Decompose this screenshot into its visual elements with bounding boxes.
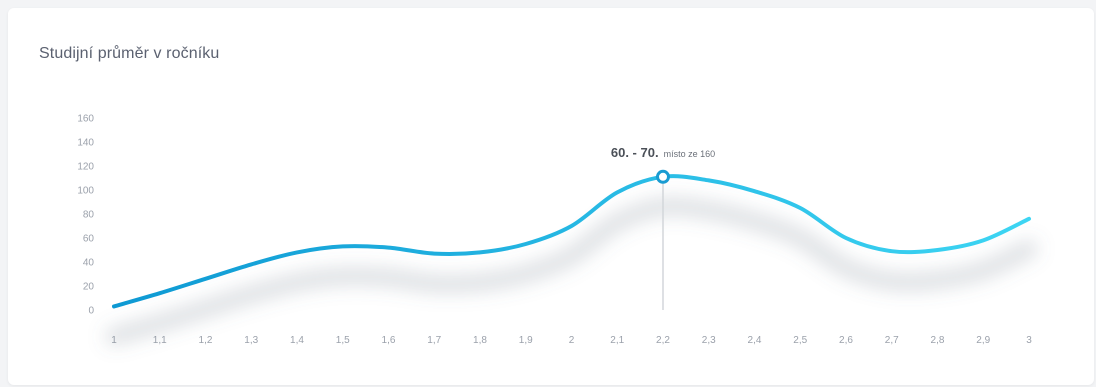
highlight-caption: místo ze 160 — [664, 149, 716, 159]
x-tick-label: 1,6 — [382, 335, 396, 346]
x-tick-label: 1,1 — [153, 335, 167, 346]
chart-title: Studijní průměr v ročníku — [39, 45, 220, 62]
series-line — [112, 174, 1031, 309]
y-tick-label: 100 — [77, 186, 94, 197]
y-tick-label: 20 — [83, 282, 95, 293]
x-tick-label: 1,9 — [519, 335, 533, 346]
x-tick-label: 2,9 — [976, 335, 990, 346]
series-point — [570, 224, 574, 228]
series-point — [844, 236, 848, 240]
series-point — [890, 249, 894, 253]
series-point — [798, 206, 802, 210]
highlight-rank: 60. - 70. — [611, 145, 659, 160]
series-point — [707, 178, 711, 182]
x-tick-label: 1,4 — [290, 335, 304, 346]
x-tick-label: 1,2 — [199, 335, 213, 346]
series-point — [524, 242, 528, 246]
series-point — [981, 238, 985, 242]
x-tick-label: 2,7 — [885, 335, 899, 346]
series-point — [432, 252, 436, 256]
series-point — [753, 189, 757, 193]
highlight-marker — [656, 169, 670, 184]
y-tick-label: 80 — [83, 210, 95, 221]
series-point — [936, 248, 940, 252]
series-point — [249, 262, 253, 266]
y-tick-label: 0 — [88, 306, 94, 317]
series-point — [204, 277, 208, 281]
highlight-layer: 60. - 70. místo ze 160 — [611, 145, 715, 310]
series-point — [615, 190, 619, 194]
x-tick-label: 1,5 — [336, 335, 350, 346]
x-tick-label: 2,3 — [702, 335, 716, 346]
x-tick-label: 2,1 — [610, 335, 624, 346]
highlight-annotation: 60. - 70. místo ze 160 — [611, 145, 715, 160]
series-point — [387, 246, 391, 250]
x-tick-label: 2,2 — [656, 335, 670, 346]
y-tick-label: 160 — [77, 114, 94, 125]
x-tick-label: 1,8 — [473, 335, 487, 346]
x-tick-label: 2,8 — [931, 335, 945, 346]
x-tick-label: 1,3 — [244, 335, 258, 346]
series-point — [295, 250, 299, 254]
x-tick-label: 2,4 — [748, 335, 762, 346]
series-shadow — [105, 197, 1038, 346]
series-point — [341, 244, 345, 248]
y-tick-label: 140 — [77, 138, 94, 149]
x-tick-label: 2 — [569, 335, 575, 346]
series-point — [112, 304, 116, 308]
y-axis-ticks: 0 20 40 60 80 100 120 140 160 — [77, 114, 94, 317]
series-point — [478, 250, 482, 254]
series-point — [1027, 217, 1031, 221]
chart-card: Studijní průměr v ročníku 0 20 40 60 80 100 12… — [8, 8, 1094, 385]
y-tick-label: 60 — [83, 234, 95, 245]
y-tick-label: 120 — [77, 162, 94, 173]
x-tick-label: 2,6 — [839, 335, 853, 346]
x-tick-label: 2,5 — [793, 335, 807, 346]
x-axis-ticks: 1 1,1 1,2 1,3 1,4 1,5 1,6 1,7 1,8 1,9 2 2,1 2,2 2,3 2,… — [111, 335, 1032, 346]
series-layer — [105, 174, 1038, 346]
x-tick-label: 1,7 — [427, 335, 441, 346]
y-tick-label: 40 — [83, 258, 95, 269]
x-tick-label: 3 — [1026, 335, 1032, 346]
series-point — [158, 291, 162, 295]
